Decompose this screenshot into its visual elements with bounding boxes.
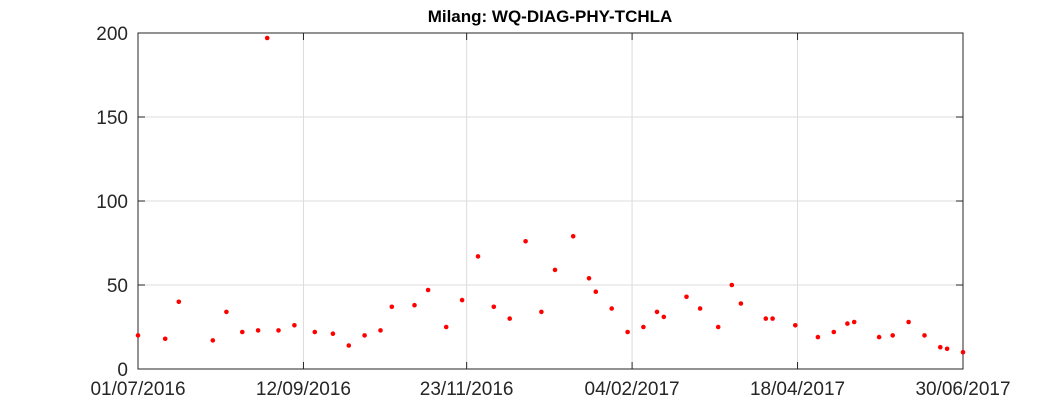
data-point [224,309,229,315]
data-point [793,323,798,328]
data-point [738,301,744,306]
data-point [570,234,576,239]
data-point [851,319,857,325]
y-tick-label: 50 [107,276,128,297]
data-point [475,254,481,259]
data-point [210,338,216,343]
data-point [264,35,270,41]
data-point [944,346,950,352]
data-point [938,344,943,350]
x-tick-label: 18/04/2017 [750,379,845,400]
data-point [831,329,837,335]
data-point [240,329,245,335]
data-point [729,282,735,288]
data-point [625,329,630,335]
data-point [491,304,497,310]
data-point [539,309,544,315]
data-point [346,343,352,348]
data-point [425,287,431,293]
data-point [586,276,592,281]
data-point [412,302,417,308]
data-point [593,289,599,295]
y-tick-label: 150 [96,108,128,129]
axis-ticks [137,32,964,370]
x-tick-label: 04/02/2017 [585,379,680,400]
data-point [960,349,966,355]
data-point [459,297,465,303]
y-tick-label: 100 [96,192,128,213]
data-point [876,334,882,340]
data-points [135,35,966,355]
data-point [654,309,660,315]
data-point [389,304,395,310]
data-point [661,314,667,320]
data-point [684,294,689,300]
grid-lines [137,32,964,370]
data-point [443,324,449,330]
data-point [312,329,318,335]
y-tick-label: 0 [117,360,128,381]
data-point [176,299,182,305]
x-tick-label: 01/07/2016 [90,379,185,400]
tick-labels: 01/07/2016 12/09/2016 23/11/2016 04/02/2017… [90,24,1010,400]
data-point [507,316,512,321]
data-point [523,239,528,244]
data-point [162,336,168,342]
data-point [815,334,821,340]
data-point [609,306,614,311]
data-point [362,333,367,338]
data-point [763,316,769,321]
data-point [292,323,297,328]
data-point [135,333,141,338]
data-point [378,328,383,333]
x-tick-label: 12/09/2016 [256,379,351,400]
chart-title: Milang: WQ-DIAG-PHY-TCHLA [428,7,673,26]
data-point [906,319,911,325]
data-point [330,331,336,337]
data-point [255,328,261,333]
data-point [845,321,850,326]
data-point [552,267,558,273]
y-tick-label: 200 [96,24,128,45]
data-point [890,333,895,338]
data-point [697,306,703,311]
data-point [770,316,775,321]
x-tick-label: 30/06/2017 [915,379,1010,400]
x-tick-label: 23/11/2016 [420,379,514,400]
data-point [715,324,721,330]
data-point [641,324,646,330]
data-point [922,333,927,338]
data-point [276,328,281,333]
